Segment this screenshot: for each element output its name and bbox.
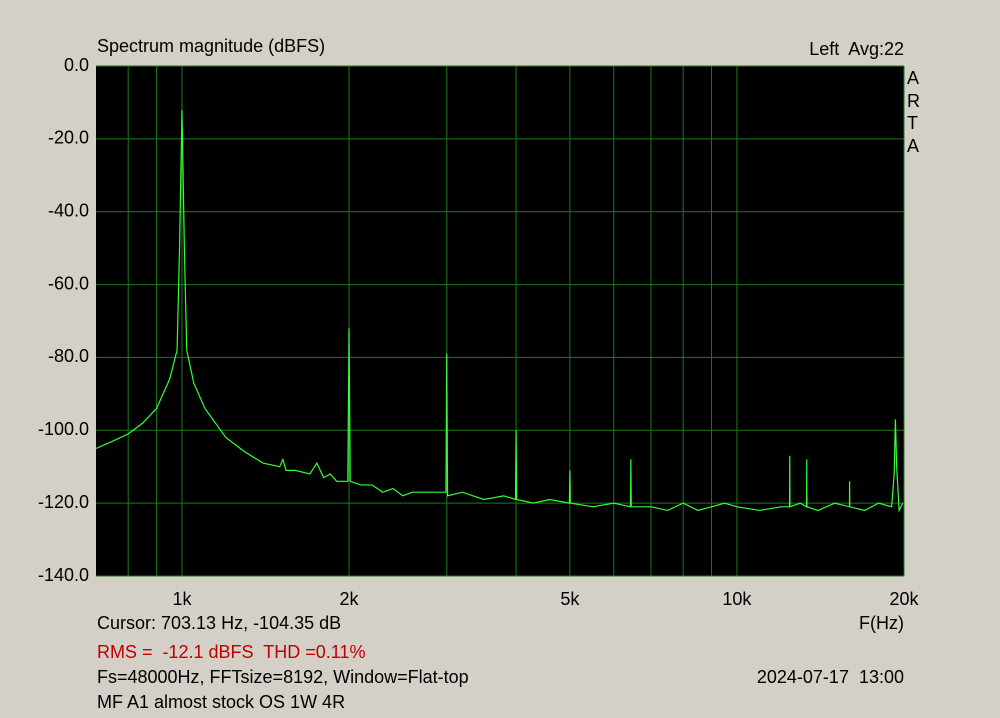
- y-tick-label: -80.0: [48, 346, 89, 366]
- y-tick-label: -140.0: [38, 565, 89, 585]
- y-tick-label: -40.0: [48, 200, 89, 220]
- y-tick-label: 0.0: [64, 55, 89, 75]
- y-tick-label: -20.0: [48, 128, 89, 148]
- x-tick-label: 10k: [722, 589, 752, 609]
- date: 2024-07-17 13:00: [757, 667, 904, 687]
- watermark: ARTA: [907, 68, 920, 156]
- plot-area: [96, 66, 904, 576]
- note: MF A1 almost stock OS 1W 4R: [97, 692, 345, 712]
- x-tick-label: 1k: [172, 589, 192, 609]
- rms-thd: RMS = -12.1 dBFS THD =0.11%: [97, 642, 365, 662]
- x-tick-label: 20k: [889, 589, 919, 609]
- channel-label: Left Avg:22: [809, 39, 904, 59]
- y-tick-label: -120.0: [38, 492, 89, 512]
- y-tick-label: -100.0: [38, 419, 89, 439]
- spectrum-line: [95, 109, 904, 513]
- x-tick-label: 5k: [560, 589, 580, 609]
- settings: Fs=48000Hz, FFTsize=8192, Window=Flat-to…: [97, 667, 469, 687]
- x-axis-label: F(Hz): [859, 613, 904, 633]
- x-tick-label: 2k: [340, 589, 360, 609]
- cursor-readout: Cursor: 703.13 Hz, -104.35 dB: [97, 613, 341, 633]
- y-tick-label: -60.0: [48, 273, 89, 293]
- chart-title: Spectrum magnitude (dBFS): [97, 36, 325, 56]
